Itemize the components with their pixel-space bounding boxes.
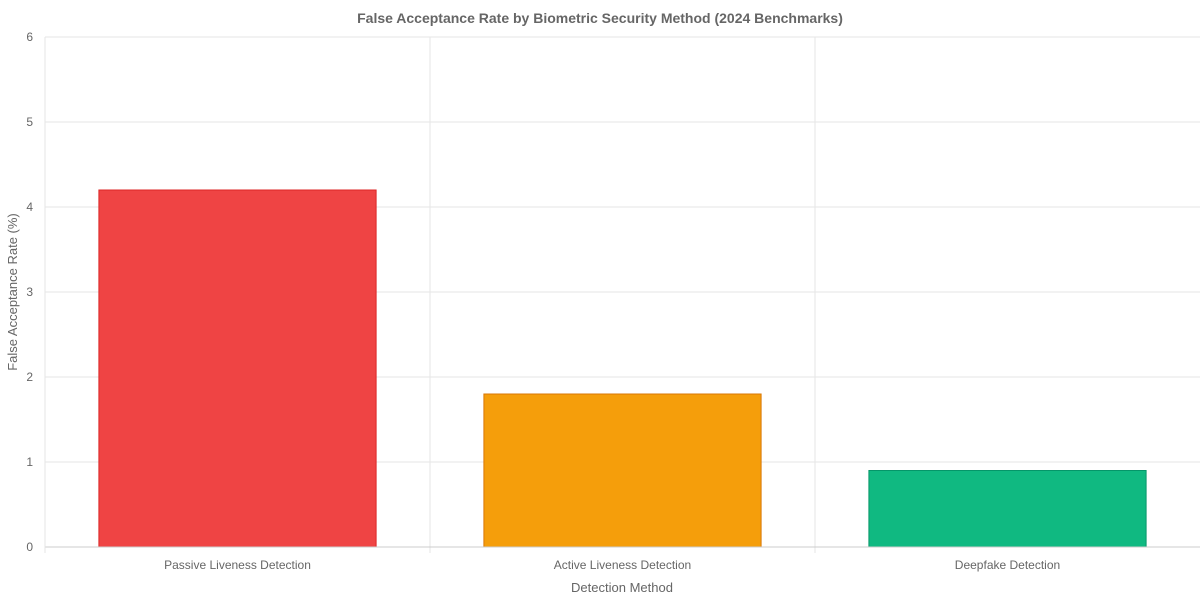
- y-tick-label: 6: [26, 30, 33, 44]
- x-axis-label: Detection Method: [571, 580, 673, 595]
- chart-title: False Acceptance Rate by Biometric Secur…: [357, 10, 843, 26]
- x-tick-label: Passive Liveness Detection: [164, 558, 311, 572]
- x-tick-label: Active Liveness Detection: [554, 558, 691, 572]
- axes: [44, 37, 1200, 553]
- y-axis-label: False Acceptance Rate (%): [5, 213, 20, 371]
- x-tick-label: Deepfake Detection: [955, 558, 1060, 572]
- tick-labels: 0 1 2 3 4 5 6 Passive Liveness Detection Active …: [26, 30, 1060, 572]
- bars: [98, 189, 1147, 548]
- y-tick-label: 4: [26, 200, 33, 214]
- y-tick-label: 3: [26, 285, 33, 299]
- y-tick-label: 0: [26, 540, 33, 554]
- bar: [483, 393, 762, 548]
- y-tick-label: 5: [26, 115, 33, 129]
- bar: [98, 189, 377, 548]
- y-tick-label: 1: [26, 455, 33, 469]
- y-tick-label: 2: [26, 370, 33, 384]
- bar: [868, 470, 1147, 548]
